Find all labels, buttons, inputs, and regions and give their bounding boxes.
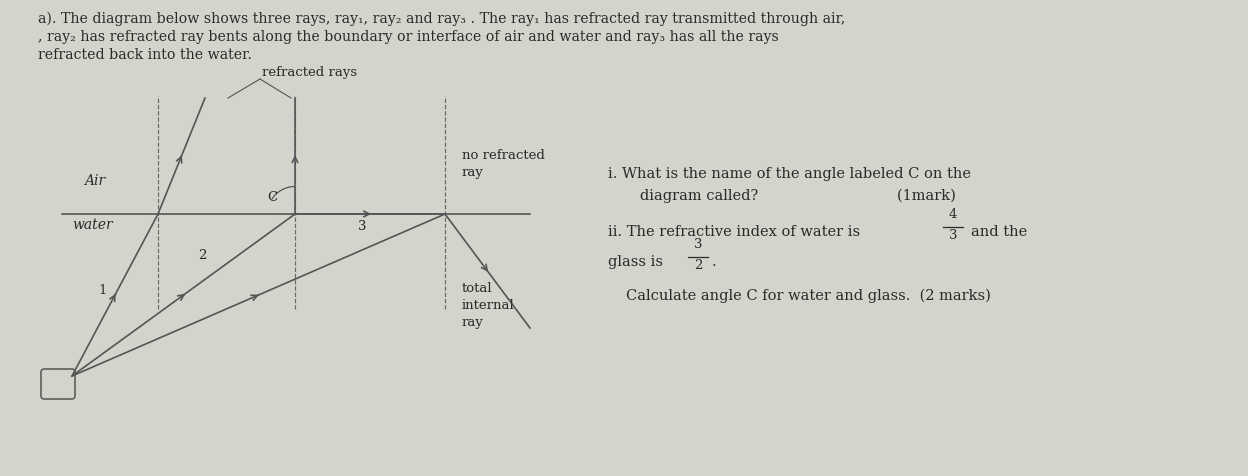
Text: and the: and the [971, 225, 1027, 238]
Text: a). The diagram below shows three rays, ray₁, ray₂ and ray₃ . The ray₁ has refra: a). The diagram below shows three rays, … [37, 12, 845, 26]
Text: .: . [713, 255, 716, 268]
Text: ii. The refractive index of water is: ii. The refractive index of water is [608, 225, 860, 238]
Text: refracted back into the water.: refracted back into the water. [37, 48, 252, 62]
Text: C: C [267, 190, 277, 204]
Text: 2: 2 [198, 248, 206, 261]
Text: 2: 2 [694, 258, 703, 271]
Text: Air: Air [84, 174, 105, 188]
Text: 1: 1 [99, 283, 106, 297]
Text: refracted rays: refracted rays [262, 66, 357, 79]
Text: 4: 4 [948, 208, 957, 220]
Text: total
internal
ray: total internal ray [462, 281, 514, 328]
Text: water: water [72, 218, 112, 231]
Text: , ray₂ has refracted ray bents along the boundary or interface of air and water : , ray₂ has refracted ray bents along the… [37, 30, 779, 44]
Text: Calculate angle C for water and glass.  (2 marks): Calculate angle C for water and glass. (… [626, 288, 991, 303]
Text: 3: 3 [948, 228, 957, 241]
Text: no refracted
ray: no refracted ray [462, 149, 545, 178]
Text: 3: 3 [694, 238, 703, 250]
Text: diagram called?                              (1mark): diagram called? (1mark) [626, 188, 956, 203]
Text: glass is: glass is [608, 255, 663, 268]
Text: i. What is the name of the angle labeled C on the: i. What is the name of the angle labeled… [608, 167, 971, 180]
Text: 3: 3 [358, 219, 367, 232]
